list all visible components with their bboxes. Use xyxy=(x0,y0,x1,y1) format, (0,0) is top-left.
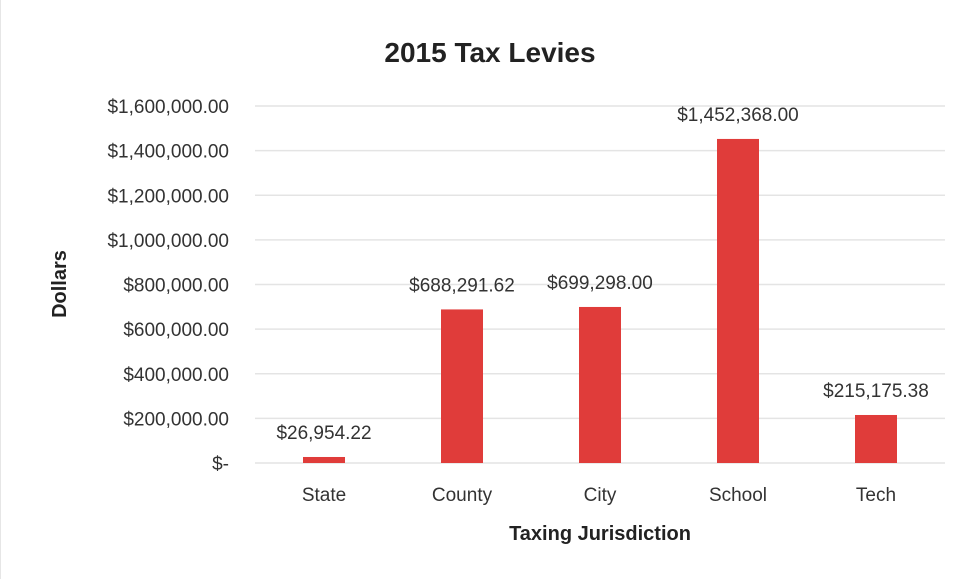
bar-city xyxy=(579,306,621,463)
y-tick-label: $- xyxy=(212,454,229,475)
y-tick-label: $1,600,000.00 xyxy=(107,97,229,118)
x-tick-label: School xyxy=(709,485,767,506)
data-label: $688,291.62 xyxy=(409,275,515,296)
x-tick-label: State xyxy=(302,485,346,506)
data-label: $26,954.22 xyxy=(276,423,371,444)
x-axis-title: Taxing Jurisdiction xyxy=(509,523,691,545)
y-axis-ticks: $- $200,000.00 $400,000.00 $600,000.00 $800,… xyxy=(107,97,229,475)
y-tick-label: $600,000.00 xyxy=(123,320,229,341)
data-label: $1,452,368.00 xyxy=(677,105,799,126)
bar-county xyxy=(441,309,483,463)
bar-tech xyxy=(855,414,897,463)
x-tick-label: County xyxy=(432,485,493,506)
x-axis-ticks: State County City School Tech xyxy=(302,485,896,506)
data-labels: $26,954.22 $688,291.62 $699,298.00 $1,452,3… xyxy=(276,105,928,444)
x-tick-label: City xyxy=(584,485,617,506)
y-tick-label: $800,000.00 xyxy=(123,276,229,297)
y-axis-title: Dollars xyxy=(49,250,71,318)
page-edge-divider xyxy=(0,0,1,579)
y-tick-label: $200,000.00 xyxy=(123,409,229,430)
bar-school xyxy=(717,138,759,464)
data-label: $215,175.38 xyxy=(823,381,929,402)
y-tick-label: $1,000,000.00 xyxy=(107,231,229,252)
chart-title: 2015 Tax Levies xyxy=(384,37,595,68)
gridlines xyxy=(255,105,945,464)
bars xyxy=(303,138,897,464)
y-tick-label: $1,200,000.00 xyxy=(107,186,229,207)
y-tick-label: $1,400,000.00 xyxy=(107,142,229,163)
x-tick-label: Tech xyxy=(856,485,896,506)
bar-state xyxy=(303,456,345,463)
data-label: $699,298.00 xyxy=(547,273,653,294)
y-tick-label: $400,000.00 xyxy=(123,365,229,386)
